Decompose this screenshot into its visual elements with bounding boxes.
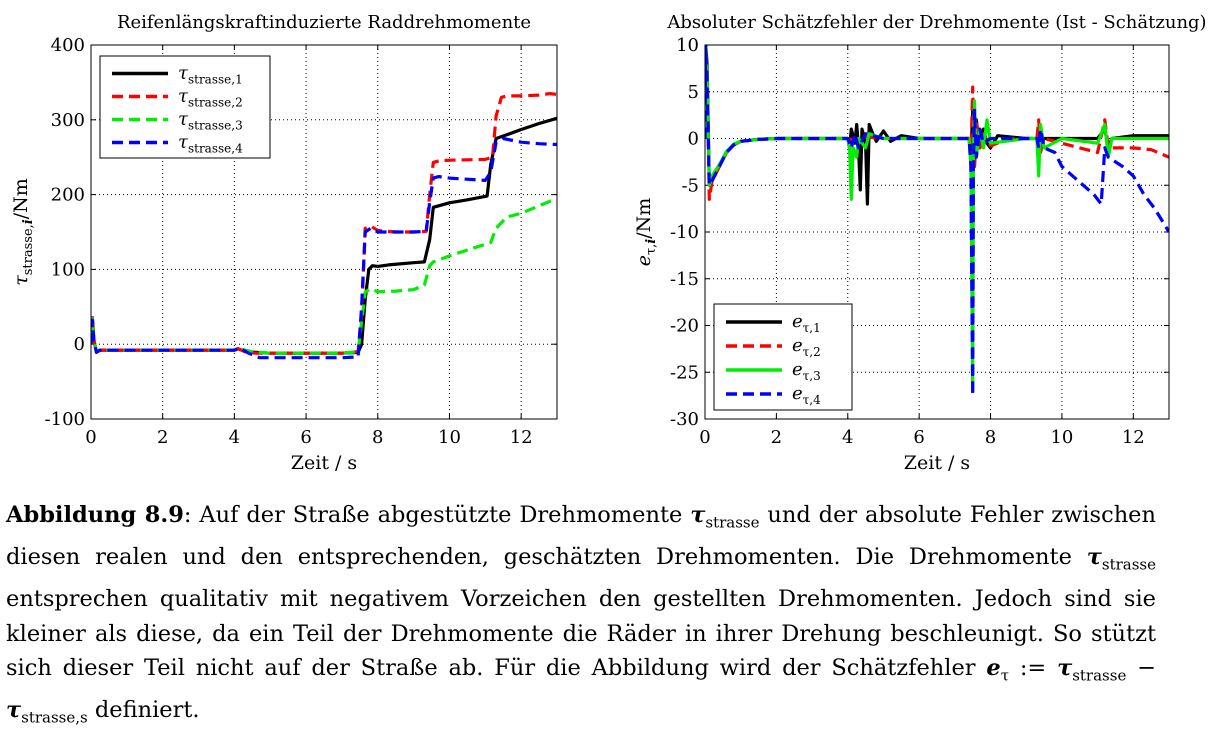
legend-subscript: strasse,3	[188, 119, 243, 133]
series-group	[705, 45, 1169, 398]
axes-frame	[90, 44, 558, 420]
caption-label: Abbildung 8.9	[6, 502, 184, 528]
x-tick-label: 10	[438, 427, 461, 448]
y-label-subscript: τ,	[644, 244, 659, 255]
legend-subscript: τ,2	[803, 345, 821, 359]
y-label-symbol: e	[633, 255, 655, 266]
series-line-2	[91, 92, 557, 355]
series-line-4	[705, 45, 1169, 398]
caption-math-symbol: τstrasse	[1057, 655, 1127, 685]
x-tick-label: 10	[1050, 427, 1073, 448]
x-tick-label: 6	[300, 427, 311, 448]
series-line-3	[91, 198, 557, 355]
series-line-2	[705, 45, 1169, 201]
legend-symbol: e	[792, 335, 803, 356]
y-tick-label: -15	[670, 269, 699, 290]
y-tick-label: -5	[681, 175, 699, 196]
caption-math-symbol: eτ	[986, 655, 1010, 685]
legend-label-1: eτ,1	[792, 311, 821, 335]
chart-title: Absoluter Schätzfehler der Drehmomente (…	[666, 12, 1206, 33]
legend-label-1: τstrasse,1	[178, 63, 243, 87]
y-label-subscript-index: i	[21, 219, 36, 224]
caption-text-segment: : Auf der Straße abgestützte Drehmomente	[183, 502, 691, 528]
legend-label-2: eτ,2	[792, 335, 821, 359]
figure-caption: Abbildung 8.9: Auf der Straße abgestützt…	[6, 498, 1156, 735]
legend-label-3: eτ,3	[792, 359, 821, 383]
legend-symbol: τ	[178, 109, 189, 130]
caption-text-segment: definiert.	[87, 697, 200, 723]
x-tick-label: 0	[699, 427, 710, 448]
series-line-4	[91, 136, 557, 360]
y-label-unit: /Nm	[633, 198, 655, 239]
legend-symbol: e	[792, 383, 803, 404]
x-tick-label: 12	[1122, 427, 1145, 448]
legend-symbol: e	[792, 359, 803, 380]
x-tick-label: 8	[372, 427, 383, 448]
legend-symbol: τ	[178, 86, 189, 107]
legend-subscript: strasse,2	[188, 96, 243, 110]
caption-text: : Auf der Straße abgestützte Drehmomente…	[6, 502, 1156, 727]
y-axis-label: eτ,i/Nm	[633, 198, 659, 267]
figure: 0 2 4 6 8 10 12-1000100200300400Reifenlängskra…	[10, 12, 1207, 474]
legend-subscript: strasse,1	[188, 73, 243, 87]
y-tick-label: 100	[51, 259, 85, 280]
x-tick-label: 8	[985, 427, 996, 448]
chart-title: Reifenlängskraftinduzierte Raddrehmoment…	[117, 12, 531, 33]
x-tick-label: 12	[510, 427, 533, 448]
y-label-subscript-index: i	[644, 239, 659, 244]
x-axis-label: Zeit / s	[291, 452, 357, 474]
x-tick-label: 4	[842, 427, 853, 448]
caption-math-symbol: τstrasse,s	[6, 697, 88, 727]
y-tick-label: -25	[670, 362, 699, 383]
y-tick-label: 400	[51, 35, 85, 56]
legend-label-4: eτ,4	[792, 383, 821, 407]
legend-label-4: τstrasse,4	[178, 132, 243, 156]
legend-symbol: τ	[178, 132, 189, 153]
x-tick-label: 4	[229, 427, 240, 448]
legend-subscript: τ,3	[803, 369, 821, 383]
y-tick-label: 300	[51, 110, 85, 131]
caption-text-segment: und der absolute Fehler zwischen diesen …	[6, 502, 1156, 570]
y-tick-label: 0	[74, 334, 85, 355]
caption-text-segment: entsprechen qualitativ mit negativem Vor…	[6, 586, 1156, 681]
x-axis-label: Zeit / s	[904, 452, 970, 474]
y-tick-label: -10	[670, 222, 699, 243]
legend-symbol: e	[792, 311, 803, 332]
y-tick-label: -20	[670, 316, 699, 337]
caption-text-segment: −	[1126, 655, 1156, 681]
y-tick-label: 10	[676, 35, 699, 56]
y-tick-label: -100	[45, 409, 85, 430]
legend-label-2: τstrasse,2	[178, 86, 243, 110]
caption-math-symbol: τstrasse	[1086, 544, 1156, 574]
legend-label-3: τstrasse,3	[178, 109, 243, 133]
x-tick-label: 0	[85, 427, 96, 448]
y-label-subscript: strasse,	[21, 224, 36, 275]
legend-subscript: τ,4	[803, 393, 821, 407]
caption-math-symbol: τstrasse	[690, 502, 760, 532]
legend-subscript: τ,1	[803, 321, 821, 335]
series-group	[91, 92, 557, 360]
y-tick-label: -30	[670, 409, 699, 430]
x-tick-label: 2	[157, 427, 168, 448]
y-tick-label: 5	[688, 82, 699, 103]
x-tick-label: 6	[913, 427, 924, 448]
legend-symbol: τ	[178, 63, 189, 84]
y-label-symbol: τ	[10, 275, 32, 286]
y-tick-label: 0	[688, 129, 699, 150]
chart-1: 0 2 4 6 8 10 12-1000100200300400Reifenlängskra…	[10, 12, 558, 474]
y-label-unit: /Nm	[10, 178, 32, 219]
caption-text-segment: :=	[1009, 655, 1058, 681]
y-tick-label: 200	[51, 185, 85, 206]
y-axis-label: τstrasse,i/Nm	[10, 178, 36, 286]
legend-subscript: strasse,4	[188, 142, 243, 156]
axes-frame	[704, 44, 1170, 420]
x-tick-label: 2	[771, 427, 782, 448]
legend: eτ,1eτ,2eτ,3eτ,4	[713, 303, 853, 411]
chart-2: 0 2 4 6 8 10 12-30-25-20-15-10-50510Absoluter …	[633, 12, 1207, 474]
